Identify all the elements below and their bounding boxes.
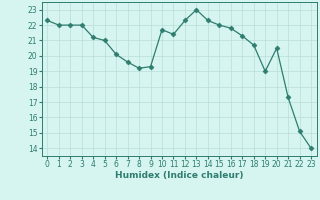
X-axis label: Humidex (Indice chaleur): Humidex (Indice chaleur) (115, 171, 244, 180)
